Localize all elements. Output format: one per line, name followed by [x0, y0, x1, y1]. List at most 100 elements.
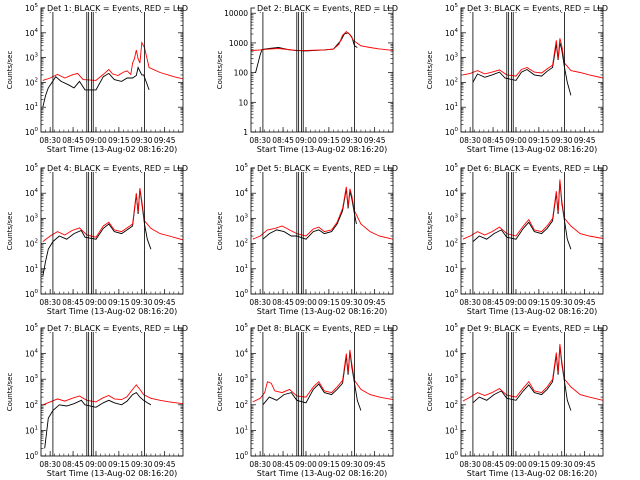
panel-title: Det 7: BLACK = Events, RED = LLD: [47, 324, 188, 333]
y-tick-label: 101: [235, 425, 248, 435]
y-tick-label: 101: [445, 425, 458, 435]
x-tick-label: 09:30: [131, 136, 153, 145]
series-lld-line: [42, 41, 183, 81]
plot-frame: [40, 327, 184, 457]
x-tick-label: 08:45: [62, 298, 84, 307]
y-axis-label: Counts/sec: [216, 212, 224, 251]
y-tick-label: 102: [25, 77, 38, 87]
plot-frame: [460, 327, 604, 457]
y-tick-label: 10000: [224, 9, 248, 18]
panel-title: Det 3: BLACK = Events, RED = LLD: [467, 4, 608, 13]
panel-title: Det 1: BLACK = Events, RED = LLD: [47, 4, 188, 13]
x-tick-label: 09:00: [295, 460, 317, 469]
title-box: [465, 323, 597, 332]
panel-title: Det 4: BLACK = Events, RED = LLD: [47, 164, 188, 173]
x-tick-label: 09:15: [318, 136, 340, 145]
x-tick-label: 08:45: [272, 298, 294, 307]
x-tick-label: 09:45: [364, 460, 386, 469]
x-tick-label: 08:30: [249, 136, 271, 145]
x-tick-label: 09:00: [505, 460, 527, 469]
x-tick-label: 08:45: [62, 460, 84, 469]
title-box: [255, 163, 387, 172]
y-axis-label: Counts/sec: [426, 373, 434, 412]
y-tick-label: 102: [445, 77, 458, 87]
x-tick-label: 09:00: [85, 298, 107, 307]
y-tick-label: 104: [25, 349, 39, 359]
y-tick-label: 103: [445, 374, 459, 384]
y-tick-label: 100: [445, 451, 459, 461]
y-axis-label: Counts/sec: [216, 51, 224, 90]
series-lld-line: [251, 30, 393, 52]
y-tick-label: 104: [25, 188, 39, 198]
x-tick-label: 09:00: [85, 136, 107, 145]
y-tick-label: 105: [445, 3, 459, 13]
x-tick-label: 09:30: [131, 298, 153, 307]
x-tick-label: 08:45: [482, 136, 504, 145]
y-axis-label: Counts/sec: [6, 51, 14, 90]
y-tick-label: 104: [235, 349, 249, 359]
y-tick-label: 103: [235, 374, 249, 384]
y-axis-label: Counts/sec: [426, 51, 434, 90]
x-tick-label: 09:00: [505, 298, 527, 307]
y-tick-label: 100: [445, 289, 459, 299]
y-tick-label: 103: [445, 213, 459, 223]
x-tick-label: 08:30: [459, 298, 481, 307]
y-tick-label: 101: [25, 102, 38, 112]
plot-frame: [460, 167, 604, 295]
y-tick-label: 101: [445, 264, 458, 274]
x-tick-label: 09:00: [505, 136, 527, 145]
x-tick-label: 09:45: [364, 136, 386, 145]
x-tick-label: 09:30: [551, 136, 573, 145]
series-lld-line: [252, 349, 393, 403]
x-axis-label: Start Time (13-Aug-02 08:16:20): [467, 307, 598, 316]
x-axis-label: Start Time (13-Aug-02 08:16:20): [47, 307, 178, 316]
x-tick-label: 09:30: [341, 298, 363, 307]
y-tick-label: 103: [445, 53, 459, 63]
title-box: [465, 3, 597, 12]
y-tick-label: 100: [234, 69, 249, 78]
y-tick-label: 101: [25, 425, 38, 435]
series-lld-line: [462, 179, 603, 240]
y-axis-label: Counts/sec: [216, 373, 224, 412]
x-tick-label: 08:45: [482, 298, 504, 307]
y-tick-label: 105: [25, 163, 39, 173]
x-tick-label: 08:30: [39, 298, 61, 307]
y-axis-label: Counts/sec: [6, 212, 14, 251]
y-tick-label: 102: [445, 239, 458, 249]
x-tick-label: 08:30: [459, 136, 481, 145]
y-tick-label: 101: [445, 102, 458, 112]
title-box: [45, 163, 177, 172]
panel-title: Det 6: BLACK = Events, RED = LLD: [467, 164, 608, 173]
plot-frame: [250, 327, 394, 457]
series-events-line: [262, 188, 357, 240]
x-axis-label: Start Time (13-Aug-02 08:16:20): [467, 469, 598, 478]
series-lld-line: [42, 188, 183, 242]
plot-frame: [40, 167, 184, 295]
x-tick-label: 09:45: [574, 460, 596, 469]
series-lld-line: [252, 186, 393, 240]
series-events-line: [255, 32, 358, 73]
y-tick-label: 100: [25, 289, 39, 299]
x-axis-label: Start Time (13-Aug-02 08:16:20): [47, 469, 178, 478]
x-axis-label: Start Time (13-Aug-02 08:16:20): [47, 145, 178, 154]
plot-frame: [250, 7, 394, 133]
title-box: [45, 323, 177, 332]
y-tick-label: 105: [25, 323, 39, 333]
y-tick-label: 1: [243, 128, 248, 137]
x-tick-label: 09:30: [551, 460, 573, 469]
x-tick-label: 09:45: [154, 136, 176, 145]
series-events-line: [42, 66, 150, 108]
y-tick-label: 100: [25, 127, 39, 137]
y-tick-label: 104: [445, 28, 459, 38]
x-tick-label: 08:45: [62, 136, 84, 145]
y-tick-label: 104: [25, 28, 39, 38]
y-tick-label: 103: [25, 213, 39, 223]
x-tick-label: 09:15: [108, 460, 130, 469]
x-tick-label: 09:30: [551, 298, 573, 307]
y-tick-label: 1000: [229, 39, 248, 48]
x-tick-label: 09:30: [131, 460, 153, 469]
